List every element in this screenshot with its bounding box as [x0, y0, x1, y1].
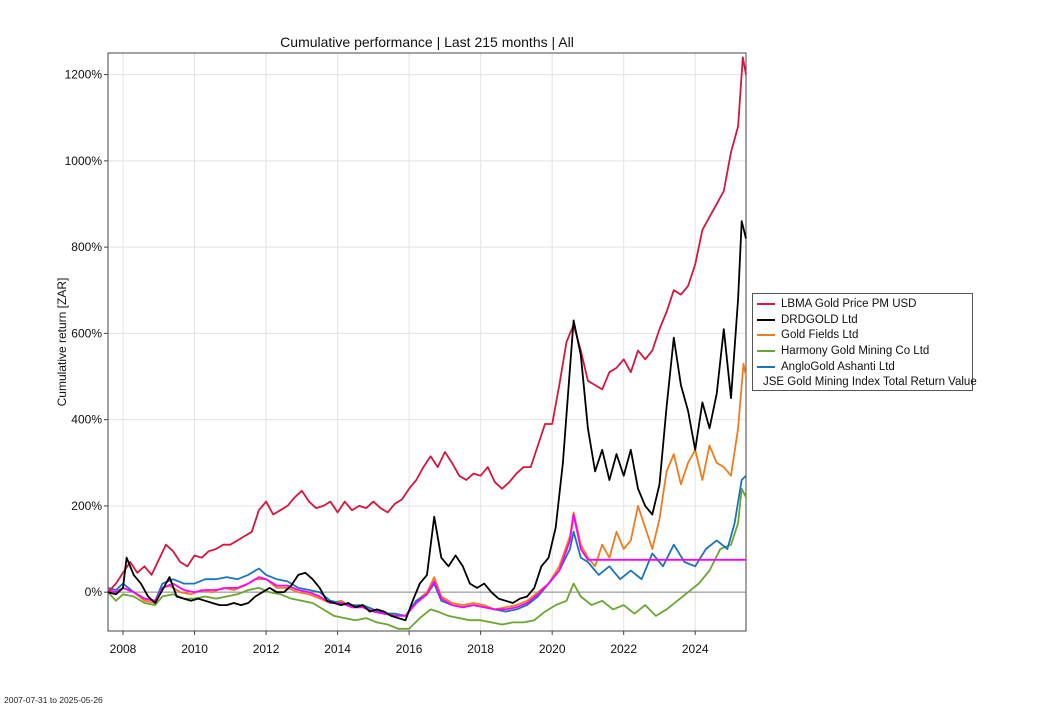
legend-label: Harmony Gold Mining Co Ltd	[781, 344, 930, 357]
y-axis-ticks: 0% 200% 400% 600% 800% 1000% 1200%	[65, 68, 108, 599]
series-line-drdgold-ltd	[107, 220, 747, 622]
series-line-harmony-gold-mining-co-ltd	[107, 487, 747, 630]
y-tick-label: 600%	[71, 326, 102, 340]
series-line-gold-fields-ltd	[107, 362, 747, 617]
x-tick-label: 2020	[539, 642, 566, 656]
y-tick-label: 200%	[71, 499, 102, 513]
x-tick-label: 2010	[181, 642, 208, 656]
y-tick-label: 1200%	[65, 68, 103, 82]
y-axis-label: Cumulative return [ZAR]	[55, 278, 69, 407]
legend-item: LBMA Gold Price PM USD	[753, 296, 972, 312]
x-tick-label: 2016	[396, 642, 423, 656]
x-tick-label: 2024	[682, 642, 709, 656]
series-line-jse-gold-mining-index-total-return-value	[107, 513, 746, 617]
date-range-footer: 2007-07-31 to 2025-05-26	[4, 695, 103, 705]
legend-swatch	[757, 365, 775, 368]
legend: LBMA Gold Price PM USD DRDGOLD Ltd Gold Fi…	[752, 293, 977, 391]
series-line-lbma-gold-price-pm-usd	[107, 56, 747, 593]
legend-label: AngloGold Ashanti Ltd	[781, 360, 895, 373]
y-tick-label: 1000%	[65, 154, 103, 168]
x-tick-label: 2014	[324, 642, 351, 656]
y-tick-label: 0%	[85, 585, 103, 599]
x-tick-label: 2012	[253, 642, 280, 656]
chart-title: Cumulative performance | Last 215 months…	[280, 34, 574, 50]
legend-item: Gold Fields Ltd	[753, 327, 972, 343]
x-axis-ticks: 2008 2010 2012 2014 2016 2018 2020 2022 2024	[110, 631, 709, 656]
legend-label: LBMA Gold Price PM USD	[781, 297, 917, 310]
series-lines	[107, 56, 747, 630]
grid	[108, 53, 746, 631]
plot-area	[107, 52, 747, 632]
legend-label: Gold Fields Ltd	[781, 329, 859, 342]
legend-item: AngloGold Ashanti Ltd	[753, 359, 972, 375]
legend-label: JSE Gold Mining Index Total Return Value	[763, 376, 977, 389]
x-tick-label: 2018	[467, 642, 494, 656]
x-tick-label: 2008	[110, 642, 137, 656]
y-tick-label: 400%	[71, 413, 102, 427]
legend-swatch	[757, 318, 775, 321]
x-tick-label: 2022	[610, 642, 637, 656]
legend-label: DRDGOLD Ltd	[781, 313, 858, 326]
legend-swatch	[757, 349, 775, 352]
legend-item: Harmony Gold Mining Co Ltd	[753, 343, 972, 359]
y-tick-label: 800%	[71, 240, 102, 254]
legend-swatch	[757, 334, 775, 337]
legend-item: DRDGOLD Ltd	[753, 312, 972, 328]
legend-swatch	[757, 302, 775, 305]
legend-item: JSE Gold Mining Index Total Return Value	[753, 374, 977, 390]
